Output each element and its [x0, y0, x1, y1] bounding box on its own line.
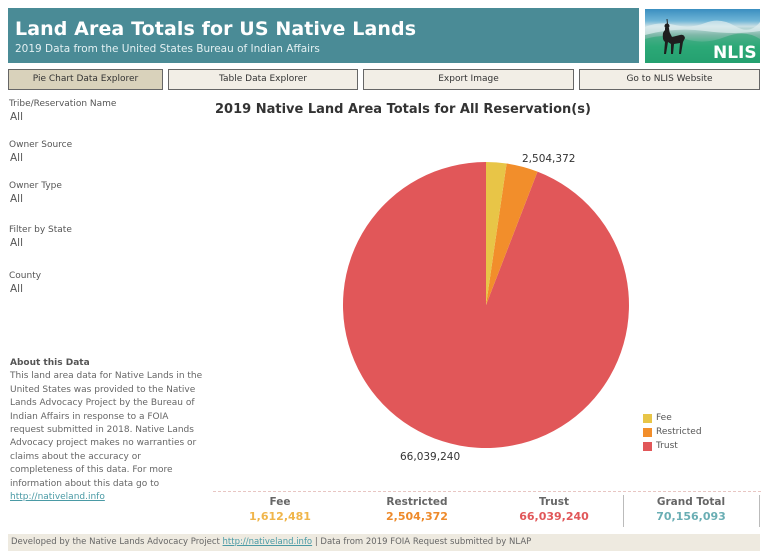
- filter-label: Owner Source: [9, 140, 73, 150]
- filter-tribe-reservation: Tribe/Reservation Name All: [9, 98, 204, 139]
- legend-label: Fee: [656, 413, 672, 423]
- legend-swatch-icon: [643, 427, 652, 437]
- total-value: 70,156,093: [656, 510, 726, 523]
- totals-summary: Fee 1,612,481 Restricted 2,504,372 Trust…: [213, 495, 761, 527]
- legend-item-restricted[interactable]: Restricted: [643, 425, 702, 439]
- page-subtitle: 2019 Data from the United States Bureau …: [15, 43, 320, 55]
- export-image-button[interactable]: Export Image: [363, 69, 574, 90]
- footer-link[interactable]: http://nativeland.info: [222, 537, 313, 547]
- legend-swatch-icon: [643, 413, 652, 423]
- table-explorer-button[interactable]: Table Data Explorer: [168, 69, 358, 90]
- total-label: Trust: [539, 496, 569, 508]
- page-title: Land Area Totals for US Native Lands: [15, 18, 417, 40]
- nlis-logo: NLIS: [645, 9, 760, 63]
- pie-chart-explorer-button[interactable]: Pie Chart Data Explorer: [8, 69, 163, 90]
- total-label: Grand Total: [656, 496, 726, 508]
- filter-state: Filter by State All: [9, 224, 204, 270]
- pie-slice-restricted[interactable]: [486, 163, 538, 306]
- total-value: 66,039,240: [519, 510, 589, 523]
- legend-swatch-icon: [643, 441, 652, 451]
- go-to-nlis-website-button[interactable]: Go to NLIS Website: [579, 69, 760, 90]
- filter-dropdown-tribe[interactable]: All: [10, 111, 24, 123]
- about-link[interactable]: http://nativeland.info: [10, 492, 105, 503]
- pie-slice-trust[interactable]: [342, 162, 629, 448]
- legend-item-fee[interactable]: Fee: [643, 411, 702, 425]
- about-data-section: About this Data This land area data for …: [10, 357, 205, 504]
- pie-label-trust: 66,039,240: [400, 451, 461, 463]
- total-trust: Trust 66,039,240: [489, 495, 619, 524]
- svg-text:NLIS: NLIS: [713, 43, 757, 63]
- horse-rider-icon: NLIS: [645, 18, 760, 63]
- filter-label: Tribe/Reservation Name: [9, 99, 117, 109]
- dashboard-header: Land Area Totals for US Native Lands 201…: [8, 8, 639, 63]
- filter-label: County: [9, 271, 42, 281]
- nav-button-row: Pie Chart Data Explorer Table Data Explo…: [8, 69, 760, 90]
- total-value: 1,612,481: [249, 510, 311, 523]
- filter-owner-type: Owner Type All: [9, 180, 204, 224]
- filter-label: Owner Type: [9, 181, 62, 191]
- legend-item-trust[interactable]: Trust: [643, 439, 702, 453]
- filter-county: County All: [9, 270, 204, 311]
- pie-label-restricted: 2,504,372: [522, 153, 576, 165]
- legend-label: Trust: [656, 441, 678, 451]
- filter-dropdown-state[interactable]: All: [10, 237, 24, 249]
- totals-separator: [759, 495, 760, 527]
- about-body: This land area data for Native Lands in …: [10, 371, 203, 489]
- chart-legend: Fee Restricted Trust: [643, 411, 702, 453]
- total-restricted: Restricted 2,504,372: [352, 495, 482, 524]
- total-grand: Grand Total 70,156,093: [626, 495, 756, 524]
- about-title: About this Data: [10, 358, 90, 368]
- pie-slice-fee[interactable]: [486, 162, 507, 305]
- total-label: Fee: [269, 496, 291, 508]
- totals-divider: [213, 491, 761, 492]
- filter-dropdown-owner-type[interactable]: All: [10, 193, 24, 205]
- totals-separator: [623, 495, 624, 527]
- chart-title: 2019 Native Land Area Totals for All Res…: [215, 102, 591, 117]
- footer: Developed by the Native Lands Advocacy P…: [8, 534, 760, 551]
- legend-label: Restricted: [656, 427, 702, 437]
- filter-panel: Tribe/Reservation Name All Owner Source …: [9, 98, 204, 311]
- filter-owner-source: Owner Source All: [9, 139, 204, 180]
- filter-dropdown-county[interactable]: All: [10, 283, 24, 295]
- filter-label: Filter by State: [9, 225, 72, 235]
- filter-dropdown-owner-source[interactable]: All: [10, 152, 24, 164]
- footer-credit: Developed by the Native Lands Advocacy P…: [11, 537, 220, 547]
- footer-source: | Data from 2019 FOIA Request submitted …: [314, 537, 532, 547]
- total-label: Restricted: [386, 496, 448, 508]
- total-value: 2,504,372: [386, 510, 448, 523]
- total-fee: Fee 1,612,481: [215, 495, 345, 524]
